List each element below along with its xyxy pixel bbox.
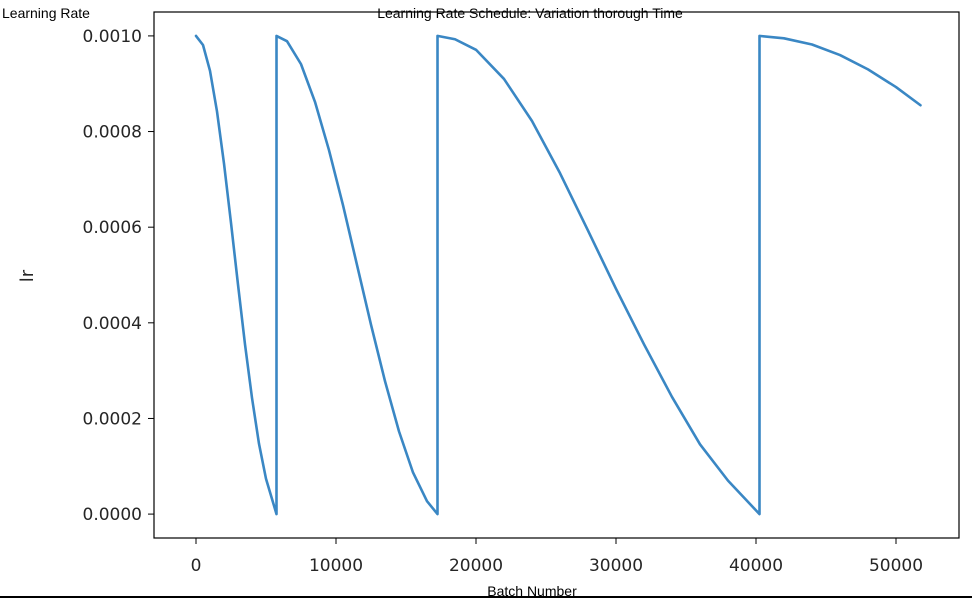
plot-frame [153,11,960,539]
y-axis-ticks: 0.0000 0.0002 0.0004 0.0006 0.0008 0.0010 [83,27,154,525]
x-axis-ticks: 0 10000 20000 30000 40000 50000 [191,538,923,576]
x-axis-label: Batch Number [487,583,577,598]
y-tick-label: 0.0010 [83,27,142,47]
y-tick-label: 0.0006 [83,218,142,238]
x-tick-label: 50000 [869,556,923,576]
y-tick-label: 0.0002 [83,409,142,429]
series-layer [194,34,922,516]
series-line [194,34,922,516]
y-tick-label: 0.0008 [83,123,142,143]
x-tick-label: 40000 [729,556,783,576]
y-tick-label: 0.0000 [83,505,142,525]
x-tick-label: 30000 [589,556,643,576]
x-tick-label: 0 [191,556,202,576]
chart-title: Learning Rate Schedule: Variation thorou… [377,5,683,21]
x-tick-label: 10000 [309,556,363,576]
y-tick-label: 0.0004 [83,314,142,334]
x-tick-label: 20000 [449,556,503,576]
chart-header-left-label: Learning Rate [2,5,90,21]
y-axis-label: lr [17,269,38,282]
